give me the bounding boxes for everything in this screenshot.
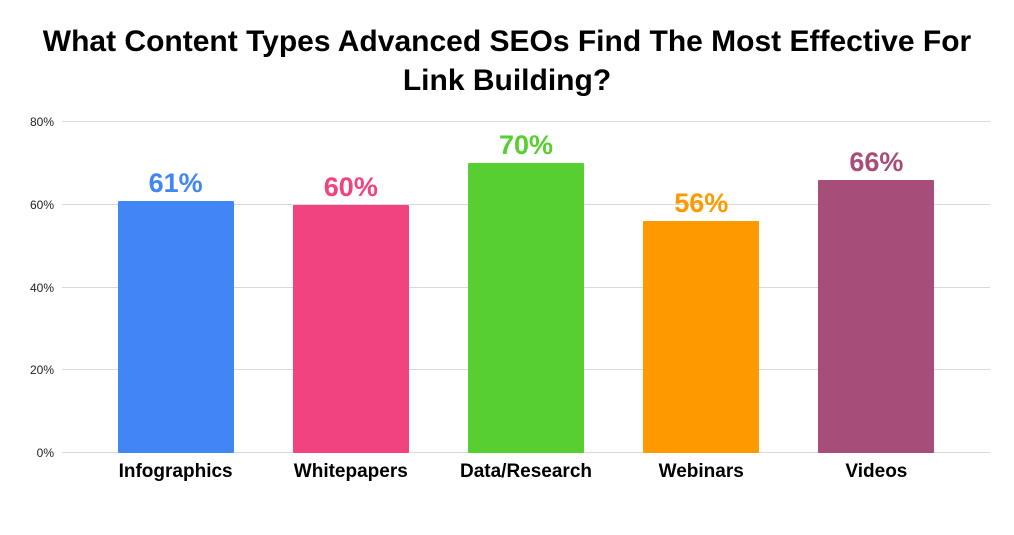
bar-value-label: 61%: [148, 167, 203, 198]
category-label-whitepapers: Whitepapers: [293, 461, 408, 482]
bar-value-label: 70%: [498, 130, 554, 161]
plot-area: 61% 60% 70% 56% 66% Infographics Whitepapers D…: [30, 116, 990, 482]
bar-column-videos: 66%: [789, 122, 964, 453]
y-tick-label: 60%: [29, 197, 54, 212]
bar-column-whitepapers: 60%: [263, 122, 438, 453]
bar-webinars: [643, 221, 760, 453]
gridline: [62, 121, 990, 122]
bar-column-data-research: 70%: [438, 122, 613, 453]
bar-value-label: 56%: [674, 188, 729, 219]
y-tick-label: 80%: [29, 115, 54, 129]
bars-row: 61% 60% 70% 56% 66%: [62, 122, 990, 453]
bar-value-label: 66%: [849, 146, 904, 177]
category-label-data-research: Data/Research: [459, 461, 593, 482]
category-label-videos: Videos: [845, 461, 908, 482]
bar-column-webinars: 56%: [614, 122, 789, 453]
bar-chart: 61% 60% 70% 56% 66% Infographics Whitepapers D…: [30, 116, 990, 482]
chart-title: What Content Types Advanced SEOs Find Th…: [42, 25, 972, 97]
category-label-infographics: Infographics: [118, 461, 233, 482]
categories-row: Infographics Whitepapers Data/Research Webi…: [62, 461, 990, 483]
y-tick-label: 0%: [36, 446, 54, 460]
y-tick-label: 20%: [29, 363, 54, 378]
bar-whitepapers: [292, 204, 409, 453]
bar-infographics: [117, 200, 234, 453]
bar-videos: [818, 179, 935, 453]
bar-column-infographics: 61%: [88, 122, 263, 453]
y-tick-label: 40%: [29, 280, 54, 295]
category-label-webinars: Webinars: [658, 461, 744, 482]
bar-value-label: 60%: [323, 171, 378, 202]
bar-data-research: [468, 163, 584, 453]
